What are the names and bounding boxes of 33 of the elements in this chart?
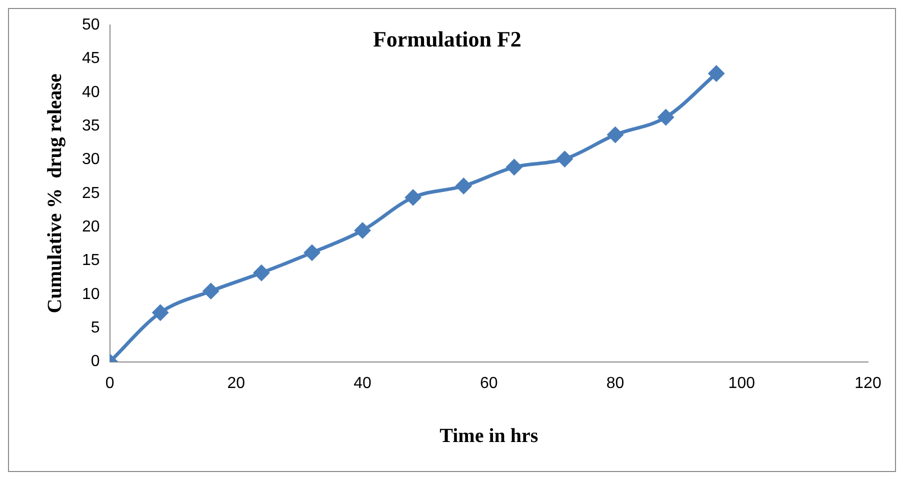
point: [506, 159, 522, 175]
x-axis-title: Time in hrs: [440, 425, 538, 448]
x-tick-label: 80: [606, 374, 624, 392]
point: [658, 110, 674, 126]
point: [456, 178, 472, 194]
point: [708, 66, 724, 82]
y-tick-label: 45: [82, 50, 100, 68]
point: [152, 304, 168, 320]
point: [354, 222, 370, 238]
y-tick-label: 5: [90, 320, 100, 337]
y-tick-label: 35: [82, 117, 100, 134]
y-tick-label: 40: [82, 84, 100, 101]
x-tick-label: 60: [480, 374, 498, 392]
point: [608, 127, 624, 143]
x-tick-label: 40: [354, 374, 372, 392]
y-tick-label: 30: [82, 151, 100, 168]
x-tick-label: 20: [227, 374, 246, 392]
y-tick-label: 15: [82, 252, 100, 270]
point: [254, 265, 270, 281]
y-tick-label: 0: [90, 353, 100, 370]
y-tick-label: 50: [82, 16, 100, 34]
point: [304, 244, 320, 260]
y-tick-label: 10: [82, 286, 100, 303]
y-tick-label: 20: [82, 218, 100, 236]
point: [405, 190, 421, 206]
x-tick-label: 100: [728, 374, 756, 392]
x-tick-label: 0: [105, 374, 114, 392]
point: [556, 151, 572, 167]
y-tick-label: 25: [82, 184, 100, 202]
point: [203, 283, 219, 299]
chart-title: Formulation F2: [372, 26, 522, 52]
x-tick-label: 120: [854, 374, 882, 392]
y-axis-title: Cumulative % drug release: [44, 73, 66, 314]
